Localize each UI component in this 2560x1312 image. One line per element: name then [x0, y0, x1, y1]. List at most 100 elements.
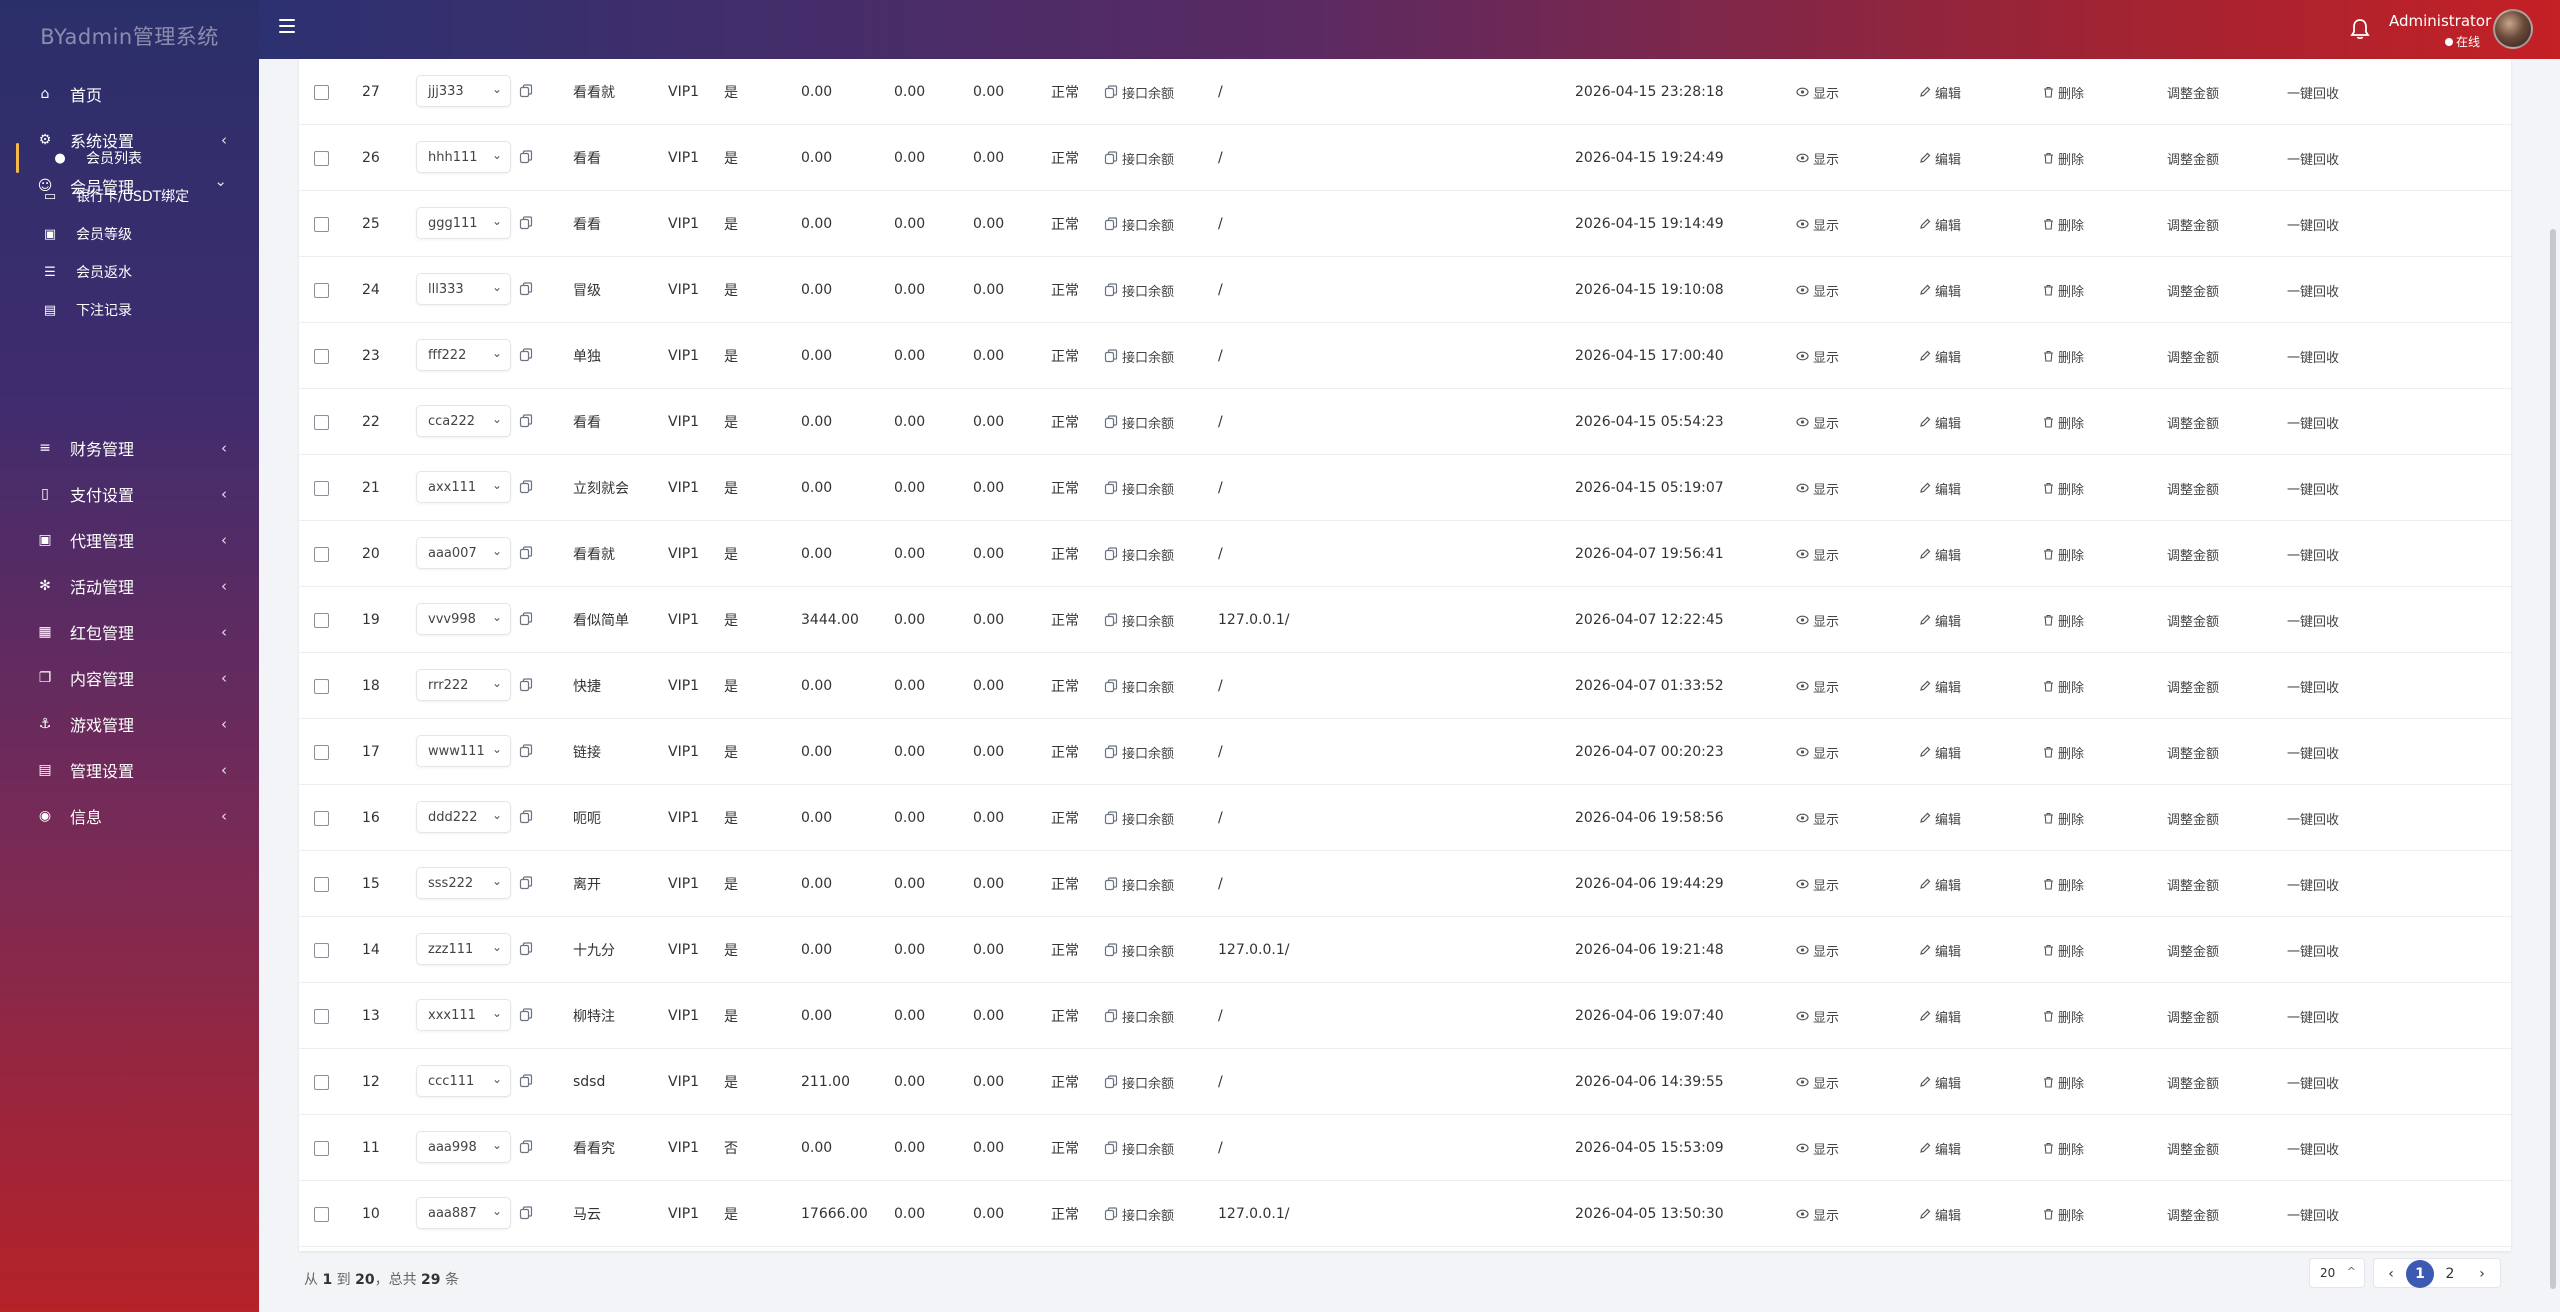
sidebar-item-1[interactable]: ⚙ 系统设置 ‹	[0, 120, 259, 160]
delete-button[interactable]: 删除	[2043, 587, 2084, 653]
edit-button[interactable]: 编辑	[1919, 455, 1961, 521]
delete-button[interactable]: 删除	[2043, 1049, 2084, 1115]
adjust-amount-button[interactable]: 调整金额	[2167, 1010, 2220, 1026]
show-button[interactable]: 显示	[1796, 59, 1839, 125]
username-dropdown[interactable]: cca222 ⌄	[416, 405, 511, 437]
api-balance-button[interactable]: 接口余额	[1104, 719, 1174, 785]
sidebar-item-0[interactable]: ⌂ 首页	[0, 74, 259, 114]
delete-button[interactable]: 删除	[2043, 125, 2084, 191]
delete-button[interactable]: 删除	[2043, 521, 2084, 587]
sidebar-item-11[interactable]: ◉ 信息 ‹	[0, 796, 259, 836]
delete-button[interactable]: 删除	[2043, 653, 2084, 719]
row-checkbox[interactable]	[314, 1009, 329, 1024]
sidebar-subitem-1[interactable]: ▭ 银行卡/USDT绑定	[0, 177, 259, 215]
api-balance-button[interactable]: 接口余额	[1104, 389, 1174, 455]
delete-button[interactable]: 删除	[2043, 719, 2084, 785]
copy-icon[interactable]	[519, 744, 533, 758]
row-checkbox[interactable]	[314, 811, 329, 826]
show-button[interactable]: 显示	[1796, 191, 1839, 257]
adjust-amount-button[interactable]: 调整金额	[2167, 548, 2220, 564]
delete-button[interactable]: 删除	[2043, 59, 2084, 125]
recall-button[interactable]: 一键回收	[2287, 284, 2340, 300]
copy-icon[interactable]	[519, 480, 533, 494]
username-dropdown[interactable]: fff222 ⌄	[416, 339, 511, 371]
sidebar-item-10[interactable]: ▤ 管理设置 ‹	[0, 750, 259, 790]
edit-button[interactable]: 编辑	[1919, 1115, 1961, 1181]
sidebar-item-4[interactable]: ▯ 支付设置 ‹	[0, 474, 259, 514]
copy-icon[interactable]	[519, 1140, 533, 1154]
scrollbar[interactable]	[2550, 229, 2556, 1289]
adjust-amount-button[interactable]: 调整金额	[2167, 482, 2220, 498]
edit-button[interactable]: 编辑	[1919, 191, 1961, 257]
show-button[interactable]: 显示	[1796, 851, 1839, 917]
row-checkbox[interactable]	[314, 1207, 329, 1222]
copy-icon[interactable]	[519, 810, 533, 824]
row-checkbox[interactable]	[314, 745, 329, 760]
delete-button[interactable]: 删除	[2043, 257, 2084, 323]
copy-icon[interactable]	[519, 282, 533, 296]
edit-button[interactable]: 编辑	[1919, 59, 1961, 125]
delete-button[interactable]: 删除	[2043, 851, 2084, 917]
delete-button[interactable]: 删除	[2043, 1181, 2084, 1247]
delete-button[interactable]: 删除	[2043, 455, 2084, 521]
api-balance-button[interactable]: 接口余额	[1104, 1049, 1174, 1115]
delete-button[interactable]: 删除	[2043, 983, 2084, 1049]
adjust-amount-button[interactable]: 调整金额	[2167, 218, 2220, 234]
bell-icon[interactable]	[2350, 18, 2370, 40]
page-size-select[interactable]: 20 ^	[2309, 1258, 2365, 1288]
show-button[interactable]: 显示	[1796, 257, 1839, 323]
adjust-amount-button[interactable]: 调整金额	[2167, 944, 2220, 960]
adjust-amount-button[interactable]: 调整金额	[2167, 1142, 2220, 1158]
recall-button[interactable]: 一键回收	[2287, 548, 2340, 564]
show-button[interactable]: 显示	[1796, 983, 1839, 1049]
show-button[interactable]: 显示	[1796, 587, 1839, 653]
username-dropdown[interactable]: aaa998 ⌄	[416, 1131, 511, 1163]
recall-button[interactable]: 一键回收	[2287, 152, 2340, 168]
edit-button[interactable]: 编辑	[1919, 521, 1961, 587]
edit-button[interactable]: 编辑	[1919, 917, 1961, 983]
username-dropdown[interactable]: lll333 ⌄	[416, 273, 511, 305]
recall-button[interactable]: 一键回收	[2287, 878, 2340, 894]
show-button[interactable]: 显示	[1796, 785, 1839, 851]
username-dropdown[interactable]: aaa887 ⌄	[416, 1197, 511, 1229]
row-checkbox[interactable]	[314, 349, 329, 364]
edit-button[interactable]: 编辑	[1919, 785, 1961, 851]
menu-toggle-icon[interactable]	[279, 19, 295, 33]
copy-icon[interactable]	[519, 1008, 533, 1022]
edit-button[interactable]: 编辑	[1919, 1049, 1961, 1115]
api-balance-button[interactable]: 接口余额	[1104, 785, 1174, 851]
recall-button[interactable]: 一键回收	[2287, 86, 2340, 102]
username-dropdown[interactable]: jjj333 ⌄	[416, 75, 511, 107]
row-checkbox[interactable]	[314, 943, 329, 958]
show-button[interactable]: 显示	[1796, 653, 1839, 719]
recall-button[interactable]: 一键回收	[2287, 944, 2340, 960]
sidebar-item-9[interactable]: ⚓ 游戏管理 ‹	[0, 704, 259, 744]
show-button[interactable]: 显示	[1796, 389, 1839, 455]
show-button[interactable]: 显示	[1796, 455, 1839, 521]
sidebar-subitem-4[interactable]: ▤ 下注记录	[0, 291, 259, 329]
row-checkbox[interactable]	[314, 85, 329, 100]
sidebar-item-6[interactable]: ✻ 活动管理 ‹	[0, 566, 259, 606]
username-dropdown[interactable]: xxx111 ⌄	[416, 999, 511, 1031]
show-button[interactable]: 显示	[1796, 323, 1839, 389]
row-checkbox[interactable]	[314, 613, 329, 628]
adjust-amount-button[interactable]: 调整金额	[2167, 680, 2220, 696]
sidebar-item-8[interactable]: ❐ 内容管理 ‹	[0, 658, 259, 698]
recall-button[interactable]: 一键回收	[2287, 482, 2340, 498]
user-name[interactable]: Administrator	[2389, 12, 2492, 30]
delete-button[interactable]: 删除	[2043, 191, 2084, 257]
copy-icon[interactable]	[519, 348, 533, 362]
copy-icon[interactable]	[519, 678, 533, 692]
edit-button[interactable]: 编辑	[1919, 389, 1961, 455]
api-balance-button[interactable]: 接口余额	[1104, 521, 1174, 587]
sidebar-subitem-0[interactable]: ● 会员列表	[0, 139, 259, 177]
copy-icon[interactable]	[519, 414, 533, 428]
api-balance-button[interactable]: 接口余额	[1104, 653, 1174, 719]
sidebar-item-7[interactable]: ▦ 红包管理 ‹	[0, 612, 259, 652]
edit-button[interactable]: 编辑	[1919, 653, 1961, 719]
copy-icon[interactable]	[519, 942, 533, 956]
username-dropdown[interactable]: hhh111 ⌄	[416, 141, 511, 173]
username-dropdown[interactable]: axx111 ⌄	[416, 471, 511, 503]
adjust-amount-button[interactable]: 调整金额	[2167, 878, 2220, 894]
username-dropdown[interactable]: ggg111 ⌄	[416, 207, 511, 239]
